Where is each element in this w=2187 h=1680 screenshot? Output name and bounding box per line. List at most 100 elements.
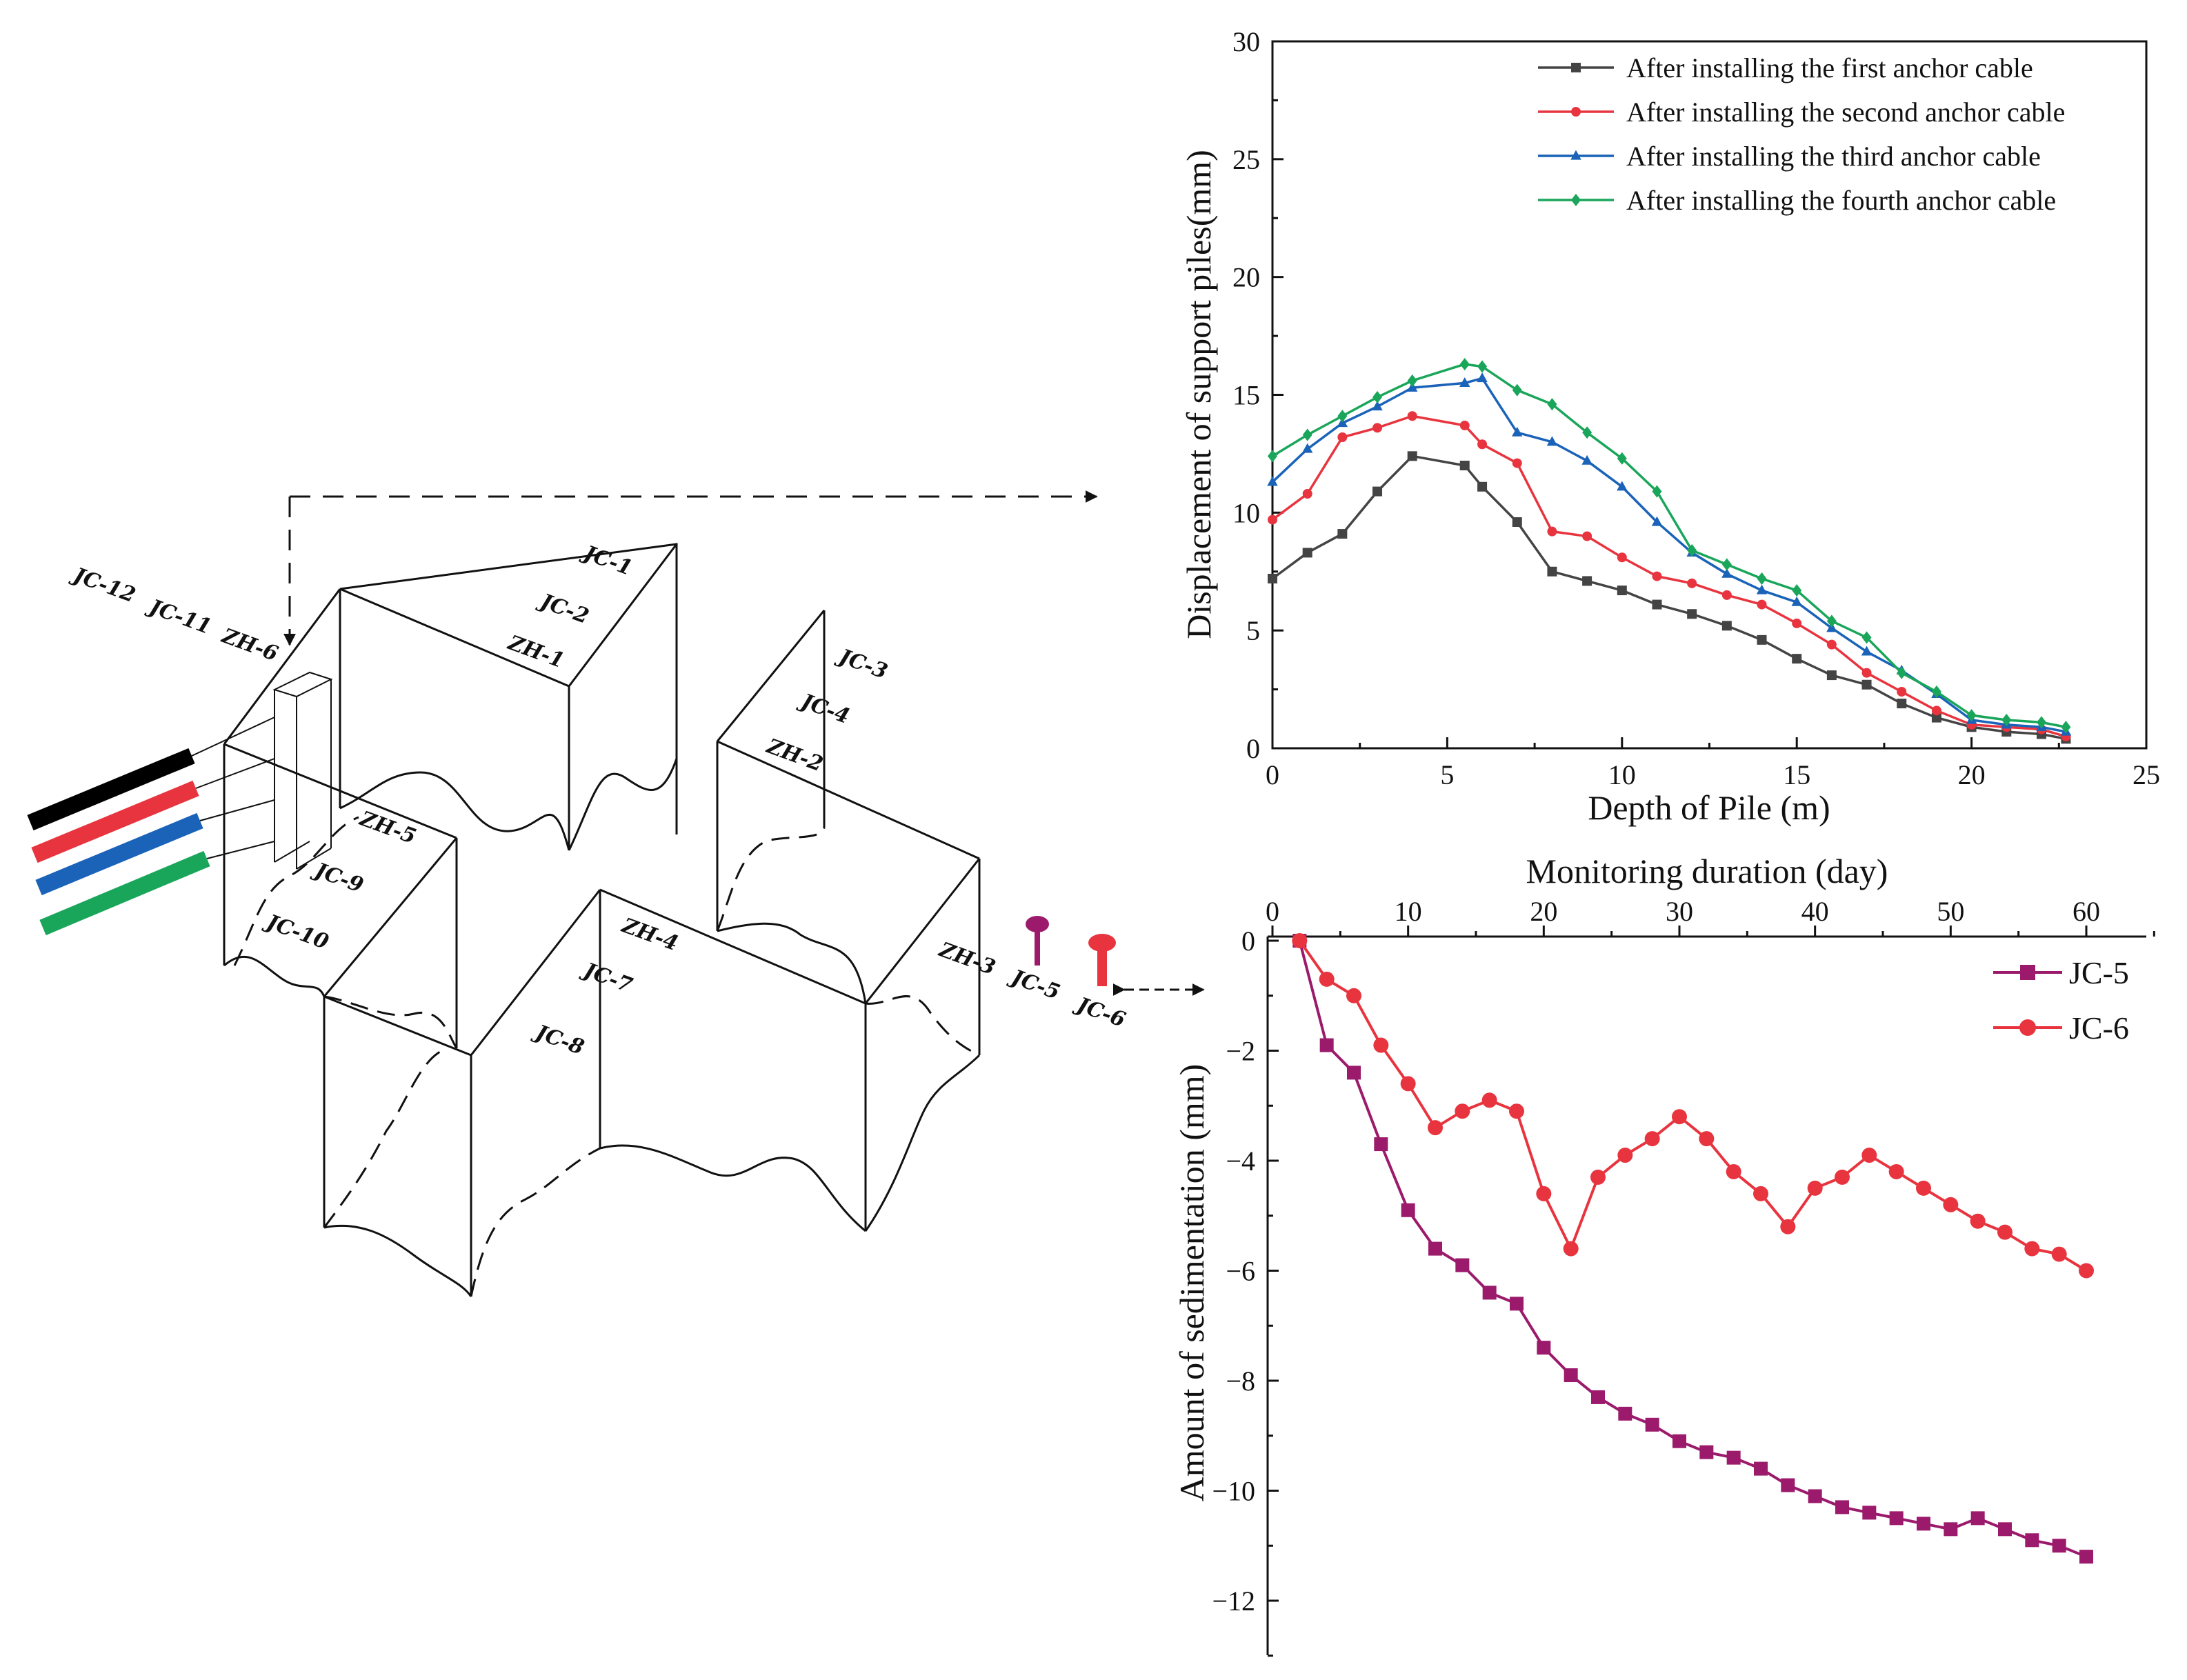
chart2-data-point (1807, 1180, 1823, 1196)
jc6-marker-stem (1097, 945, 1107, 986)
chart2-data-point (1510, 1297, 1524, 1311)
chart1-data-point (1721, 621, 1732, 631)
chart2-xtick-label: 40 (1801, 896, 1829, 927)
chart2-data-point (2051, 1246, 2067, 1262)
chart2-data-point (1347, 1066, 1361, 1080)
chart2-data-point (1726, 1163, 1741, 1179)
sedimentation-chart: 0 10 20 30 40 50 60 0 −2 −4 −6 −8 −10 −12 Monitoring … (1172, 852, 2155, 1657)
label-jc6: JC-6 (1071, 992, 1129, 1032)
chart1-data-point (1512, 458, 1522, 468)
chart1-data-point (1652, 599, 1662, 610)
chart1-data-point (1372, 390, 1383, 404)
chart2-xlabel: Monitoring duration (day) (1526, 852, 1888, 890)
chart1-data-point (1477, 360, 1488, 373)
anchor-cable-bars (27, 717, 275, 936)
chart1-data-point (1302, 489, 1312, 499)
chart2-data-point (1997, 1224, 2013, 1240)
chart2-data-point (2052, 1539, 2066, 1553)
chart2-data-point (1753, 1186, 1768, 1201)
chart2-data-point (1888, 1163, 1904, 1179)
chart1-data-point (2036, 716, 2046, 729)
chart2-data-point (1889, 1511, 1904, 1526)
chart1-ytick-label: 0 (1246, 733, 1260, 764)
chart2-data-point (1509, 1103, 1524, 1119)
chart1-series-line (1271, 377, 2066, 733)
chart1-ytick-label: 20 (1232, 262, 1260, 293)
chart1-ytick-label: 25 (1232, 144, 1260, 175)
chart2-series-line (1298, 939, 2088, 1272)
chart2-data-point (1292, 933, 1308, 948)
chart2-data-point (1536, 1186, 1552, 1201)
jc5-marker-head (1026, 916, 1049, 932)
chart2-data-point (2079, 1550, 2093, 1564)
chart2-data-point (1943, 1197, 1959, 1212)
connector-arrows (283, 490, 1205, 996)
chart1-data-point (1547, 526, 1557, 537)
chart1-data-point (1268, 450, 1277, 463)
chart1-ticks: 0 5 10 15 20 25 0 5 10 15 20 25 30 (1232, 26, 2160, 790)
chart2-data-point (1455, 1258, 1470, 1272)
chart1-data-point (1617, 586, 1627, 596)
chart1-data-point (1617, 452, 1627, 465)
chart2-data-point (1401, 1203, 1415, 1217)
chart1-legend-marker (1570, 150, 1581, 160)
chart2-data-point (1373, 1037, 1389, 1053)
chart2-data-point (1835, 1169, 1850, 1185)
chart2-data-point (1970, 1511, 1985, 1526)
chart2-data-point (1917, 1517, 1930, 1531)
chart1-data-point (1652, 571, 1662, 581)
chart1-data-point (1407, 451, 1417, 461)
chart2-data-point (1537, 1341, 1551, 1355)
chart1-series-3 (1267, 372, 2072, 736)
chart1-ytick-label: 15 (1232, 380, 1260, 411)
chart2-data-point (1970, 1213, 1986, 1229)
chart1-data-point (1652, 485, 1662, 498)
chart1-data-point (1617, 481, 1628, 491)
chart2-ytick-label: −8 (1226, 1366, 1255, 1397)
label-jc11: JC-11 (143, 594, 214, 639)
chart1-legend-label: After installing the first anchor cable (1626, 52, 2033, 83)
chart1-data-point (1372, 401, 1383, 411)
chart1-data-point (1826, 670, 1837, 681)
chart2-data-point (2024, 1241, 2040, 1257)
chart1-legend-marker (1571, 107, 1581, 117)
chart1-ytick-label: 30 (1232, 26, 1260, 57)
chart1-data-point (1459, 461, 1470, 470)
chart1-data-point (1687, 543, 1697, 557)
chart1-data-point (1721, 558, 1732, 571)
chart2-data-point (1346, 988, 1361, 1003)
label-jc8: JC-8 (530, 1019, 588, 1060)
chart2-legend-marker (2019, 1019, 2036, 1036)
chart2-data-point (1780, 1219, 1796, 1234)
chart2-series (1292, 933, 2094, 1564)
chart2-data-point (2025, 1533, 2039, 1548)
chart1-data-point (1687, 578, 1697, 588)
chart1-data-point (1582, 576, 1592, 586)
displacement-chart: 0 5 10 15 20 25 0 5 10 15 20 25 30 Depth of Pile (m)… (1179, 26, 2160, 827)
chart1-data-point (1512, 426, 1523, 437)
chart2-legend-label: JC-6 (2069, 1010, 2129, 1046)
chart1-ytick-label: 10 (1232, 497, 1260, 528)
chart1-xtick-label: 15 (1783, 759, 1810, 790)
chart1-data-point (1931, 712, 1941, 723)
chart1-data-point (1966, 709, 1977, 722)
chart1-data-point (1477, 372, 1488, 383)
label-jc2: JC-2 (535, 588, 592, 629)
chart1-data-point (1757, 572, 1767, 586)
chart2-data-point (1862, 1506, 1877, 1520)
chart2-xtick-label: 50 (1937, 896, 1964, 927)
chart2-ytick-label: −2 (1226, 1036, 1255, 1067)
chart1-data-point (2061, 721, 2071, 734)
chart1-data-point (1861, 679, 1872, 690)
block-zh1 (223, 543, 678, 851)
chart2-xtick-label: 30 (1666, 896, 1693, 927)
chart1-legend-marker (1571, 63, 1581, 72)
chart2-data-point (1998, 1522, 2012, 1537)
chart1-data-point (1267, 476, 1278, 486)
chart1-series (1267, 357, 2072, 744)
chart2-legend: JC-5 JC-6 (1993, 955, 2129, 1046)
chart2-data-point (1481, 1092, 1497, 1108)
chart2-xtick-label: 10 (1395, 896, 1422, 927)
chart1-data-point (1268, 574, 1277, 583)
